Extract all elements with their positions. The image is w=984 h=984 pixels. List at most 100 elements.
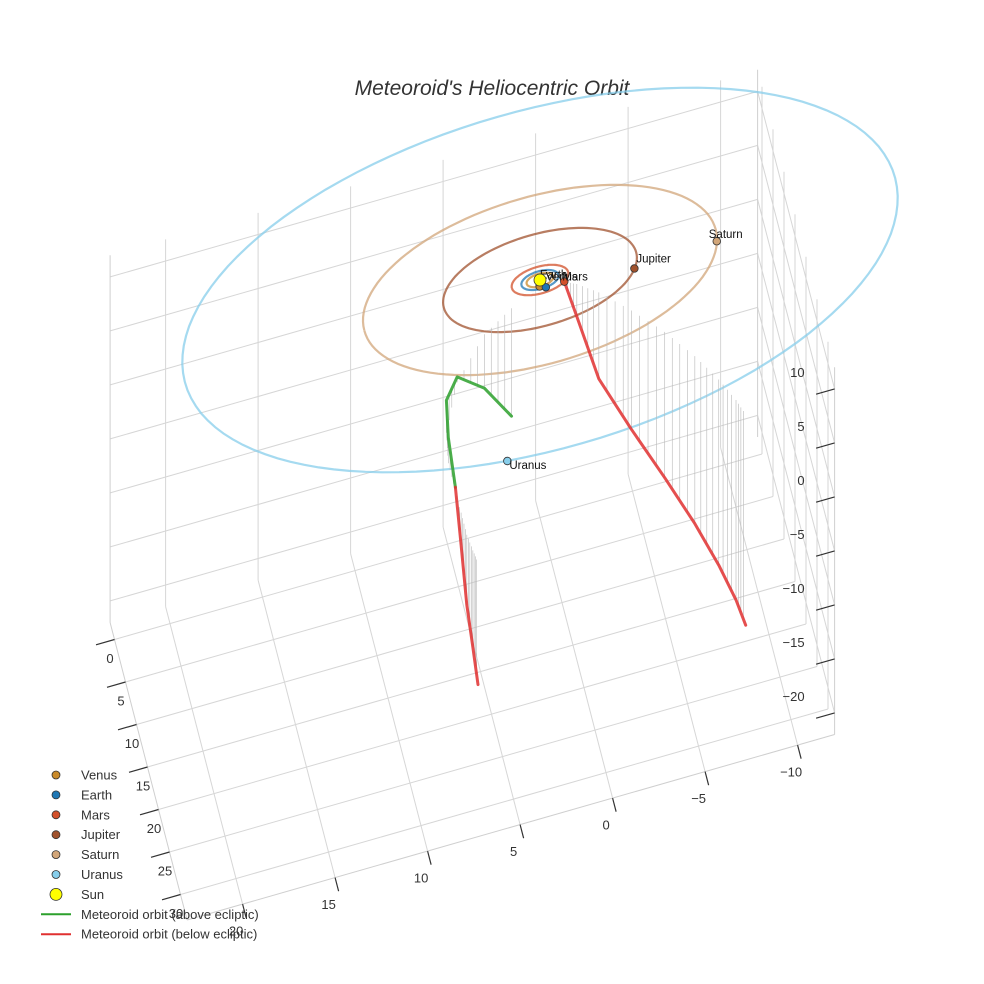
jupiter-orbit [441, 226, 639, 334]
z-tick-label: −10 [783, 581, 805, 596]
mars-orbit [510, 263, 570, 297]
y-axis-line [109, 622, 188, 921]
x-tick-mark [242, 903, 247, 918]
mars-label: Mars [562, 272, 588, 284]
floor-grid-line [165, 606, 244, 905]
y-tick-label: 15 [136, 778, 150, 793]
x-tick-mark [704, 771, 710, 786]
x-tick-label: 0 [603, 818, 610, 833]
x-tick-mark [334, 877, 340, 892]
legend-label: Saturn [81, 847, 119, 862]
floor-grid-line [442, 526, 521, 825]
x-tick-mark [519, 824, 525, 839]
wall-grid-line [109, 90, 758, 278]
floor-grid-line [125, 496, 774, 683]
meteoroid-orbit-below-line [453, 485, 480, 687]
wall-grid-line [109, 144, 758, 332]
earth-orbit [520, 268, 560, 292]
y-tick-mark [161, 893, 181, 901]
earth-label: Earth [540, 269, 568, 281]
meteoroid-series [444, 280, 748, 687]
legend-item[interactable]: Uranus [51, 867, 123, 882]
legend-marker-swatch [51, 850, 61, 859]
wall-grid-line [109, 360, 758, 548]
grid-layer [109, 69, 836, 921]
z-tick-mark [815, 658, 835, 665]
y-tick-mark [150, 851, 170, 858]
z-tick-mark [815, 388, 835, 395]
x-tick-label: 5 [510, 844, 517, 859]
legend-marker-swatch [49, 888, 63, 901]
legend-marker-swatch [51, 870, 61, 879]
z-tick-mark [815, 604, 835, 611]
y-tick-mark [95, 638, 115, 646]
y-tick-label: 10 [125, 736, 139, 751]
legend-label: Meteoroid orbit (above ecliptic) [81, 907, 259, 922]
legend: Venus Earth Mars Jupiter Saturn Uranus Sun Mete… [41, 768, 259, 942]
y-tick-mark [128, 766, 148, 773]
floor-grid-line [169, 666, 818, 853]
z-tick-label: 10 [790, 365, 804, 380]
meteoroid-orbit-below-line [562, 280, 748, 627]
x-tick-label: −10 [780, 765, 802, 780]
wall-grid-line [757, 91, 836, 390]
saturn-marker [712, 237, 721, 246]
legend-item[interactable]: Mars [51, 807, 110, 822]
z-tick-label: 5 [797, 419, 804, 434]
floor-grid-line [136, 538, 785, 725]
wall-grid-line [109, 414, 758, 602]
saturn-orbit [361, 183, 719, 377]
wall-grid-line [109, 252, 758, 440]
wall-grid-line [757, 361, 836, 660]
floor-grid-line [720, 447, 799, 746]
legend-label: Mars [81, 807, 110, 822]
chart-title: Meteoroid's Heliocentric Orbit [355, 77, 631, 100]
earth-marker [541, 283, 551, 292]
floor-grid-line [535, 500, 614, 799]
floor-grid-line [114, 453, 763, 640]
y-tick-label: 25 [158, 863, 172, 878]
meteoroid-orbit-above-line [444, 375, 513, 489]
x-tick-label: 10 [414, 871, 428, 886]
y-tick-label: 30 [169, 906, 183, 921]
x-tick-mark [427, 850, 432, 865]
legend-item[interactable]: Meteoroid orbit (above ecliptic) [41, 907, 259, 922]
legend-label: Jupiter [81, 827, 121, 842]
floor-grid-line [158, 623, 807, 810]
mars-marker [560, 277, 569, 286]
y-tick-label: 20 [147, 821, 161, 836]
z-tick-label: −20 [783, 689, 805, 704]
z-tick-mark [815, 442, 835, 449]
x-tick-mark [612, 797, 617, 812]
saturn-label: Saturn [709, 229, 743, 241]
legend-item[interactable]: Venus [51, 768, 118, 783]
legend-item[interactable]: Saturn [51, 847, 119, 862]
z-tick-mark [815, 550, 835, 557]
wall-grid-line [757, 145, 836, 444]
tick-labels: −10 −5 0 5 10 15 20 0 5 10 15 20 25 30 −20 −15 −10 −5 0 5 10 [95, 365, 835, 939]
y-tick-label: 0 [106, 651, 113, 666]
legend-item[interactable]: Earth [51, 787, 112, 802]
legend-marker-swatch [51, 830, 61, 840]
uranus-orbit [181, 86, 899, 474]
wall-grid-line [109, 198, 758, 386]
x-tick-label: 20 [229, 924, 243, 939]
legend-label: Sun [81, 887, 104, 902]
venus-orbit [525, 271, 555, 289]
jupiter-label: Jupiter [636, 253, 671, 265]
floor-grid-line [180, 708, 829, 895]
z-tick-mark [815, 712, 835, 719]
z-tick-label: −5 [790, 527, 805, 542]
legend-item[interactable]: Sun [49, 887, 104, 902]
wall-grid-line [757, 307, 836, 606]
legend-label: Venus [81, 768, 118, 783]
z-tick-label: 0 [797, 473, 804, 488]
wall-grid-line [757, 415, 836, 714]
x-tick-mark [797, 744, 802, 759]
floor-grid-line [350, 553, 429, 852]
legend-item[interactable]: Jupiter [51, 827, 121, 842]
wall-grid-line [757, 253, 836, 552]
legend-item[interactable]: Meteoroid orbit (below ecliptic) [41, 927, 257, 942]
